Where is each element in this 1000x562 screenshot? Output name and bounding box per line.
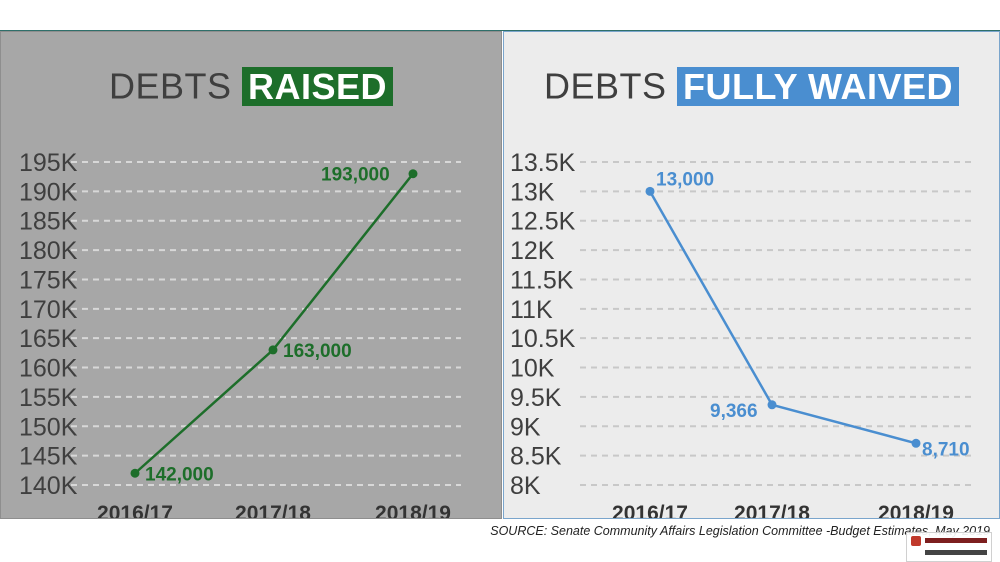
y-tick-label: 195K <box>19 149 78 177</box>
data-point <box>130 468 140 478</box>
y-tick-label: 13K <box>510 178 555 206</box>
data-label: 13,000 <box>656 169 714 190</box>
y-tick-label: 150K <box>19 413 78 441</box>
top-rule <box>0 30 1000 31</box>
y-tick-label: 155K <box>19 384 78 412</box>
title-plain-text: DEBTS <box>543 65 667 107</box>
data-point <box>268 345 278 355</box>
y-tick-label: 160K <box>19 355 78 383</box>
y-tick-label: 175K <box>19 266 78 294</box>
y-tick-label: 10.5K <box>510 325 576 353</box>
y-tick-label: 12K <box>510 237 555 265</box>
y-tick-label: 10K <box>510 355 555 383</box>
title-plain-text: DEBTS <box>108 65 232 107</box>
series-line <box>134 172 414 475</box>
y-tick-label: 170K <box>19 296 78 324</box>
y-tick-label: 11K <box>510 296 553 324</box>
debts-fully-waived-title: DEBTS FULLY WAIVED <box>504 63 999 107</box>
data-point <box>911 438 921 448</box>
y-tick-label: 145K <box>19 443 78 471</box>
y-tick-label: 165K <box>19 325 78 353</box>
data-point <box>645 186 655 196</box>
debts-fully-waived-chart: 8K8.5K9K9.5K10K10.5K11K11.5K12K12.5K13K1… <box>510 149 974 518</box>
data-point <box>408 169 418 179</box>
x-category-label: 2016/17 <box>612 502 688 518</box>
y-tick-label: 140K <box>19 472 78 500</box>
y-tick-label: 180K <box>19 237 78 265</box>
debts-fully-waived-panel: DEBTS FULLY WAIVED 8K 8.5K 9K 9.5K 10K 10.5K 1… <box>503 31 1000 519</box>
series-line <box>648 190 917 445</box>
y-tick-label: 11.5K <box>510 266 574 294</box>
data-label: 9,366 <box>710 401 758 422</box>
y-tick-label: 190K <box>19 178 78 206</box>
y-tick-label: 13.5K <box>510 149 576 177</box>
x-category-label: 2016/17 <box>97 502 173 518</box>
y-tick-label: 8.5K <box>510 443 562 471</box>
x-category-label: 2017/18 <box>734 502 810 518</box>
data-label: 193,000 <box>321 165 390 186</box>
x-category-label: 2017/18 <box>235 502 311 518</box>
source-note: SOURCE: Senate Community Affairs Legisla… <box>490 524 990 538</box>
debts-raised-title: DEBTS RAISED <box>1 63 501 107</box>
y-tick-label: 9.5K <box>510 384 562 412</box>
data-label: 8,710 <box>922 439 970 460</box>
data-label: 142,000 <box>145 464 214 485</box>
debts-raised-panel: DEBTS RAISED 140K 145K 150K 155K 160K 165K 170… <box>0 31 502 519</box>
debts-raised-chart: 140K145K150K155K160K165K170K175K180K185K… <box>19 149 461 518</box>
data-label: 163,000 <box>283 341 352 362</box>
title-highlight-text: RAISED <box>242 66 394 106</box>
watermark-logo <box>906 532 992 562</box>
title-highlight-text: FULLY WAIVED <box>677 66 960 106</box>
y-tick-label: 12.5K <box>510 208 576 236</box>
data-point <box>767 400 777 410</box>
y-tick-label: 8K <box>510 472 541 500</box>
y-tick-label: 9K <box>510 413 541 441</box>
watermark-mark-icon <box>911 536 921 546</box>
x-category-label: 2018/19 <box>375 502 451 518</box>
x-category-label: 2018/19 <box>878 502 954 518</box>
y-tick-label: 185K <box>19 208 78 236</box>
